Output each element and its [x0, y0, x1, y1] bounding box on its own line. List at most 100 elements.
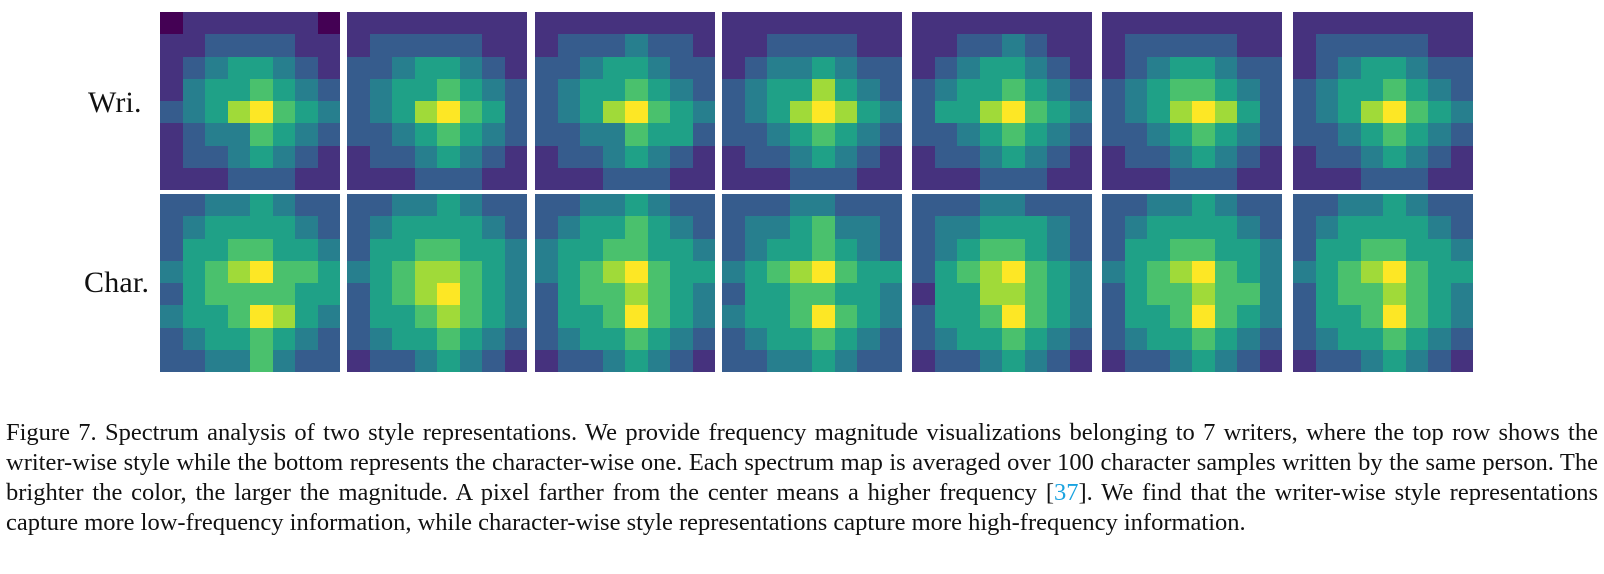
citation-link[interactable]: 37	[1054, 478, 1079, 506]
spectrum-cell	[957, 238, 980, 261]
spectrum-cell	[1405, 12, 1428, 35]
spectrum-cell	[272, 34, 295, 57]
spectrum-cell	[369, 238, 392, 261]
spectrum-cell	[834, 327, 857, 350]
spectrum-cell	[504, 167, 527, 190]
spectrum-cell	[1383, 260, 1406, 283]
spectrum-cell	[1405, 327, 1428, 350]
spectrum-cell	[1338, 216, 1361, 239]
spectrum-cell	[535, 349, 558, 372]
spectrum-cell	[1450, 167, 1473, 190]
spectrum-cell	[1360, 167, 1383, 190]
spectrum-cell	[744, 56, 767, 79]
spectrum-cell	[834, 305, 857, 328]
spectrum-cell	[482, 327, 505, 350]
spectrum-cell	[670, 145, 693, 168]
spectrum-cell	[602, 12, 625, 35]
spectrum-cell	[1214, 145, 1237, 168]
spectrum-cell	[602, 123, 625, 146]
spectrum-cell	[482, 56, 505, 79]
spectrum-cell	[414, 194, 437, 217]
spectrum-cell	[1169, 238, 1192, 261]
spectrum-cell	[1047, 238, 1070, 261]
spectrum-cell	[437, 78, 460, 101]
spectrum-cell	[182, 327, 205, 350]
writer-spectrum-map	[722, 12, 902, 190]
spectrum-cell	[1237, 56, 1260, 79]
spectrum-cell	[912, 56, 935, 79]
spectrum-cell	[602, 194, 625, 217]
spectrum-cell	[1338, 78, 1361, 101]
spectrum-cell	[1293, 123, 1316, 146]
spectrum-cell	[625, 123, 648, 146]
spectrum-cell	[272, 260, 295, 283]
spectrum-cell	[722, 78, 745, 101]
spectrum-cell	[912, 194, 935, 217]
spectrum-cell	[1428, 34, 1451, 57]
spectrum-cell	[437, 260, 460, 283]
spectrum-cell	[1047, 145, 1070, 168]
spectrum-cell	[670, 56, 693, 79]
spectrum-cell	[1024, 283, 1047, 306]
spectrum-cell	[557, 349, 580, 372]
spectrum-cell	[812, 145, 835, 168]
spectrum-cell	[1405, 101, 1428, 124]
character-spectrum-map	[912, 194, 1092, 372]
spectrum-cell	[1214, 305, 1237, 328]
spectrum-cell	[1102, 283, 1125, 306]
spectrum-cell	[812, 327, 835, 350]
spectrum-cell	[1315, 238, 1338, 261]
spectrum-cell	[857, 34, 880, 57]
spectrum-cell	[1428, 101, 1451, 124]
spectrum-cell	[1102, 238, 1125, 261]
spectrum-cell	[482, 260, 505, 283]
spectrum-cell	[1102, 78, 1125, 101]
spectrum-cell	[722, 56, 745, 79]
spectrum-cell	[437, 56, 460, 79]
spectrum-cell	[1147, 145, 1170, 168]
spectrum-cell	[1383, 327, 1406, 350]
spectrum-cell	[1259, 305, 1282, 328]
spectrum-cell	[1383, 349, 1406, 372]
spectrum-cell	[1069, 305, 1092, 328]
spectrum-cell	[347, 260, 370, 283]
spectrum-cell	[1450, 101, 1473, 124]
spectrum-cell	[1338, 194, 1361, 217]
spectrum-cell	[1069, 260, 1092, 283]
spectrum-cell	[1383, 123, 1406, 146]
spectrum-cell	[912, 283, 935, 306]
spectrum-cell	[879, 101, 902, 124]
spectrum-cell	[317, 305, 340, 328]
spectrum-cell	[957, 101, 980, 124]
spectrum-cell	[227, 101, 250, 124]
spectrum-cell	[1293, 327, 1316, 350]
spectrum-cell	[934, 56, 957, 79]
spectrum-cell	[602, 78, 625, 101]
spectrum-cell	[482, 194, 505, 217]
writer-spectrum-map	[912, 12, 1092, 190]
character-spectrum-map	[535, 194, 715, 372]
spectrum-cell	[692, 56, 715, 79]
spectrum-cell	[1102, 327, 1125, 350]
character-spectrum-map	[347, 194, 527, 372]
spectrum-cell	[934, 283, 957, 306]
spectrum-cell	[789, 327, 812, 350]
spectrum-cell	[1405, 123, 1428, 146]
spectrum-cell	[1293, 283, 1316, 306]
spectrum-cell	[722, 349, 745, 372]
caption-text-continued: ]. We find that the writer-wise style re…	[6, 478, 1598, 536]
spectrum-cell	[1360, 305, 1383, 328]
spectrum-cell	[205, 260, 228, 283]
spectrum-cell	[1169, 78, 1192, 101]
spectrum-cell	[1293, 194, 1316, 217]
spectrum-cell	[1338, 167, 1361, 190]
spectrum-cell	[1383, 78, 1406, 101]
spectrum-cell	[1192, 56, 1215, 79]
spectrum-cell	[295, 194, 318, 217]
spectrum-cell	[1024, 194, 1047, 217]
spectrum-cell	[834, 56, 857, 79]
spectrum-cell	[535, 78, 558, 101]
spectrum-cell	[504, 260, 527, 283]
spectrum-cell	[834, 216, 857, 239]
spectrum-cell	[160, 101, 183, 124]
